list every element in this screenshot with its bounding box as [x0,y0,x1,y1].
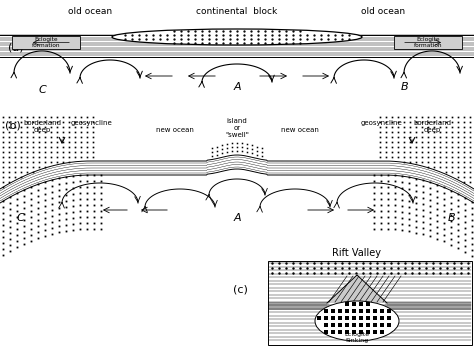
FancyBboxPatch shape [12,36,80,49]
Text: A: A [233,82,241,92]
Text: C: C [38,85,46,95]
Text: B: B [401,82,409,92]
Text: new ocean: new ocean [156,127,194,133]
Text: island
or
"swell": island or "swell" [225,118,249,138]
Text: borderland
deep: borderland deep [23,120,61,133]
Polygon shape [327,275,387,303]
Text: Rift Valley: Rift Valley [332,248,382,258]
Text: C: C [16,213,24,223]
Text: Eclogite
Sinking: Eclogite Sinking [345,332,370,343]
Text: (c): (c) [233,285,247,295]
FancyBboxPatch shape [394,36,462,49]
Text: (a): (a) [8,42,24,52]
Text: (b): (b) [5,120,21,130]
Text: Eclogite
formation: Eclogite formation [32,37,60,48]
Text: old ocean: old ocean [68,7,112,16]
Text: A: A [233,213,241,223]
Text: borderland
deep: borderland deep [413,120,451,133]
Text: continental  block: continental block [196,7,278,16]
Ellipse shape [315,301,399,341]
Bar [268,261,472,345]
Ellipse shape [112,29,362,45]
Text: geosyncline: geosyncline [71,120,113,126]
Text: new ocean: new ocean [281,127,319,133]
Text: geosyncline: geosyncline [361,120,403,126]
Text: old ocean: old ocean [361,7,405,16]
Text: B: B [448,213,456,223]
Text: Eclogite
formation: Eclogite formation [414,37,442,48]
